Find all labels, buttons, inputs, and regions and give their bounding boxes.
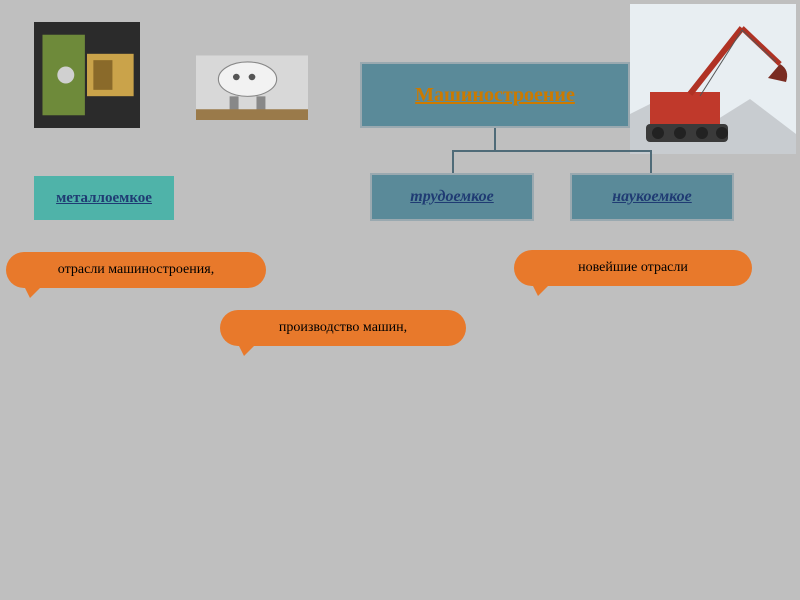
photo-aircraft-assembly (196, 34, 308, 120)
tree-aside-metal: металлоемкое (34, 176, 174, 220)
callout-proizvodstvo-text: производство машин, (279, 320, 407, 336)
photo-excavator (630, 4, 796, 154)
tree-child-nauk: наукоемкое (570, 173, 734, 221)
tree-child-nauk-label: наукоемкое (612, 188, 692, 206)
connector-drop-right (650, 150, 652, 173)
tree-child-trud: трудоемкое (370, 173, 534, 221)
tree-root: Машиностроение (360, 62, 630, 128)
connector-trunk (494, 128, 496, 150)
callout-novye: новейшие отрасли (514, 250, 752, 286)
callout-otrasli-text: отрасли машиностроения, (58, 262, 214, 278)
callout-novye-text: новейшие отрасли (578, 260, 688, 276)
photo-machining (34, 22, 140, 128)
callout-proizvodstvo: производство машин, (220, 310, 466, 346)
callout-otrasli: отрасли машиностроения, (6, 252, 266, 288)
connector-hbar (452, 150, 652, 152)
connector-drop-left (452, 150, 454, 173)
tree-child-trud-label: трудоемкое (410, 188, 494, 206)
slide-canvas: Машиностроение трудоемкое наукоемкое мет… (0, 0, 800, 600)
tree-root-label: Машиностроение (415, 84, 575, 107)
tree-aside-metal-label: металлоемкое (56, 190, 152, 207)
